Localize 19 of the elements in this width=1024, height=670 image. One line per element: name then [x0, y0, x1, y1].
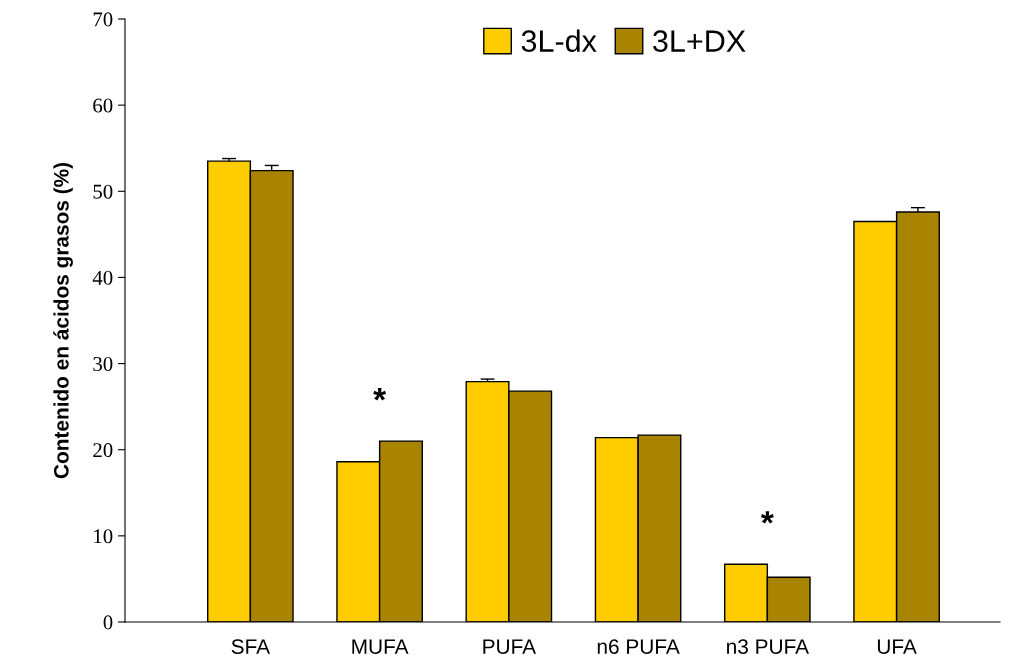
y-tick-label: 60 [93, 98, 113, 113]
x-tick-label: MUFA [352, 639, 409, 654]
annotation: * [760, 511, 774, 524]
legend-label: 3L+DX [653, 30, 746, 52]
y-tick-label: 40 [92, 270, 113, 285]
y-axis-title: Contenido en ácidos grasos (%) [53, 162, 73, 479]
y-tick-label: 10 [94, 529, 113, 544]
x-tick-label: PUFA [483, 639, 537, 654]
x-tick-label: n6 PUFA [597, 639, 680, 654]
x-tick-label: UFA [877, 639, 917, 654]
y-tick-label: 30 [93, 356, 113, 371]
legend-label: 3L-dx [521, 29, 597, 52]
y-tick-label: 70 [93, 12, 113, 27]
x-tick-label: SFA [231, 639, 271, 654]
y-tick-label: 0 [103, 615, 113, 630]
x-tick-label: n3 PUFA [727, 639, 809, 654]
annotation: * [373, 388, 387, 401]
y-tick-label: 20 [93, 443, 113, 458]
y-tick-label: 50 [93, 184, 113, 199]
